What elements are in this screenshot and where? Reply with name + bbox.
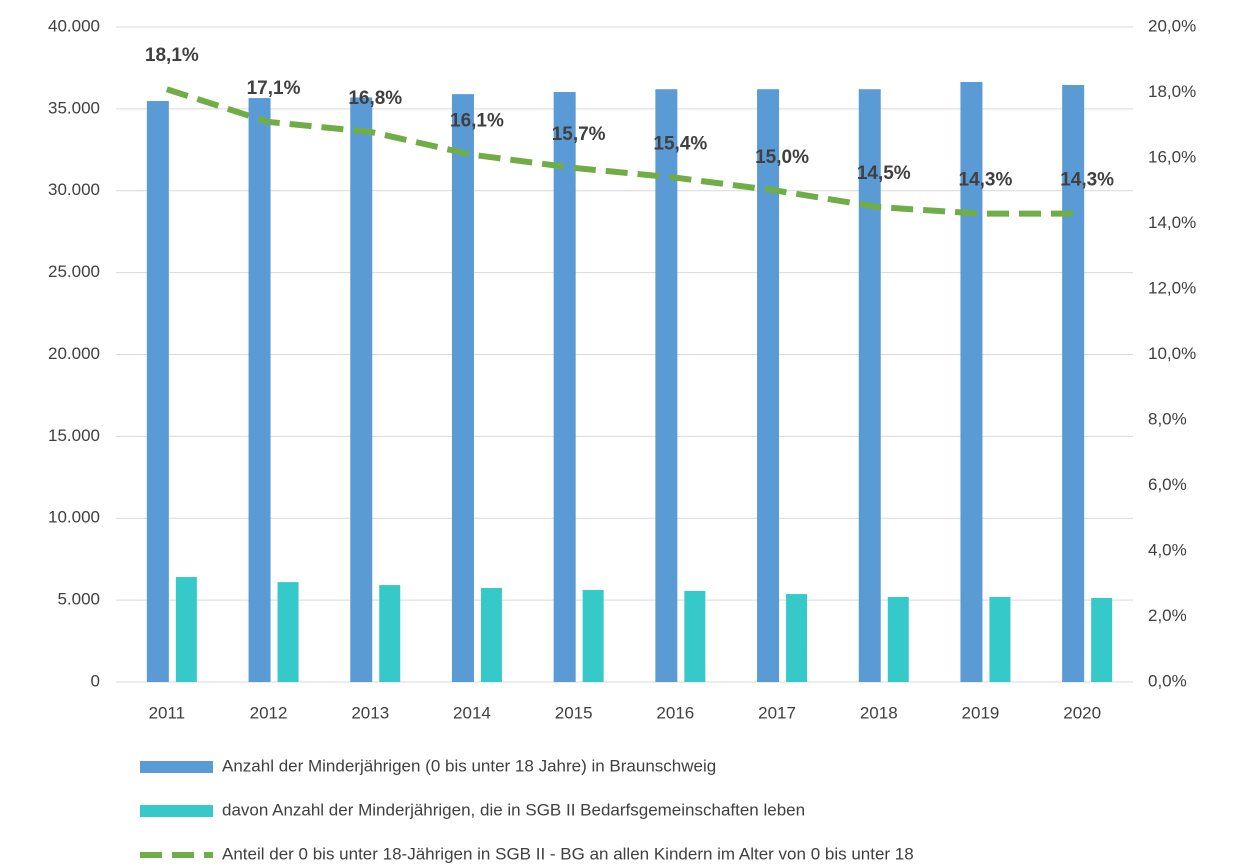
bar [887, 597, 909, 682]
data-label: 16,1% [450, 111, 504, 132]
y-tick-label: 20.000 [48, 344, 100, 363]
legend-label: Anteil der 0 bis unter 18-Jährigen in SG… [222, 844, 914, 863]
bar [451, 94, 474, 682]
bar [277, 582, 299, 682]
data-label: 14,3% [959, 170, 1013, 191]
y2-tick-label: 18,0% [1148, 82, 1196, 101]
data-label: 15,4% [653, 134, 707, 155]
bar [684, 590, 706, 682]
y-tick-label: 5.000 [57, 590, 100, 609]
x-tick-label: 2020 [1063, 703, 1101, 722]
bar [786, 594, 808, 682]
x-tick-label: 2019 [962, 703, 1000, 722]
y-tick-label: 0 [91, 671, 100, 690]
y2-tick-label: 16,0% [1148, 147, 1196, 166]
legend-label: Anzahl der Minderjährigen (0 bis unter 1… [222, 756, 716, 775]
bar [146, 101, 169, 682]
y-tick-label: 30.000 [48, 180, 100, 199]
bar [960, 82, 983, 682]
bar [480, 588, 502, 682]
bar [248, 98, 271, 682]
x-tick-label: 2013 [351, 703, 389, 722]
y2-tick-label: 6,0% [1148, 475, 1187, 494]
bar [1062, 84, 1085, 682]
y-tick-label: 10.000 [48, 508, 100, 527]
y2-tick-label: 12,0% [1148, 278, 1196, 297]
x-tick-label: 2014 [453, 703, 491, 722]
legend-label: davon Anzahl der Minderjährigen, die in … [222, 800, 805, 819]
data-label: 14,5% [857, 163, 911, 184]
data-label: 14,3% [1060, 170, 1114, 191]
y2-tick-label: 20,0% [1148, 16, 1196, 35]
y2-tick-label: 14,0% [1148, 213, 1196, 232]
bar [858, 89, 881, 683]
bar [175, 577, 197, 682]
y2-tick-label: 8,0% [1148, 409, 1187, 428]
y2-tick-label: 2,0% [1148, 606, 1187, 625]
bar [553, 92, 576, 683]
y-tick-label: 35.000 [48, 98, 100, 117]
y-tick-label: 40.000 [48, 16, 100, 35]
bar [350, 97, 373, 683]
line [165, 86, 1083, 217]
bar [757, 89, 780, 683]
data-label: 17,1% [247, 78, 301, 99]
y2-tick-label: 10,0% [1148, 344, 1196, 363]
y2-tick-label: 4,0% [1148, 540, 1187, 559]
bar [989, 597, 1011, 682]
x-tick-label: 2012 [250, 703, 288, 722]
x-tick-label: 2016 [656, 703, 694, 722]
y2-tick-label: 0,0% [1148, 671, 1187, 690]
data-label: 15,0% [755, 147, 809, 168]
data-label: 18,1% [145, 45, 199, 66]
legend-swatch [140, 805, 213, 817]
legend-swatch [140, 761, 213, 773]
y-tick-label: 25.000 [48, 262, 100, 281]
bar [655, 89, 678, 683]
x-tick-label: 2011 [149, 703, 186, 722]
y-tick-label: 15.000 [48, 426, 100, 445]
bar [582, 589, 604, 682]
data-label: 16,8% [348, 88, 402, 109]
x-tick-label: 2018 [860, 703, 898, 722]
x-tick-label: 2015 [555, 703, 593, 722]
bar [1091, 597, 1113, 682]
data-label: 15,7% [552, 124, 606, 145]
bar [379, 585, 401, 682]
x-tick-label: 2017 [758, 703, 796, 722]
